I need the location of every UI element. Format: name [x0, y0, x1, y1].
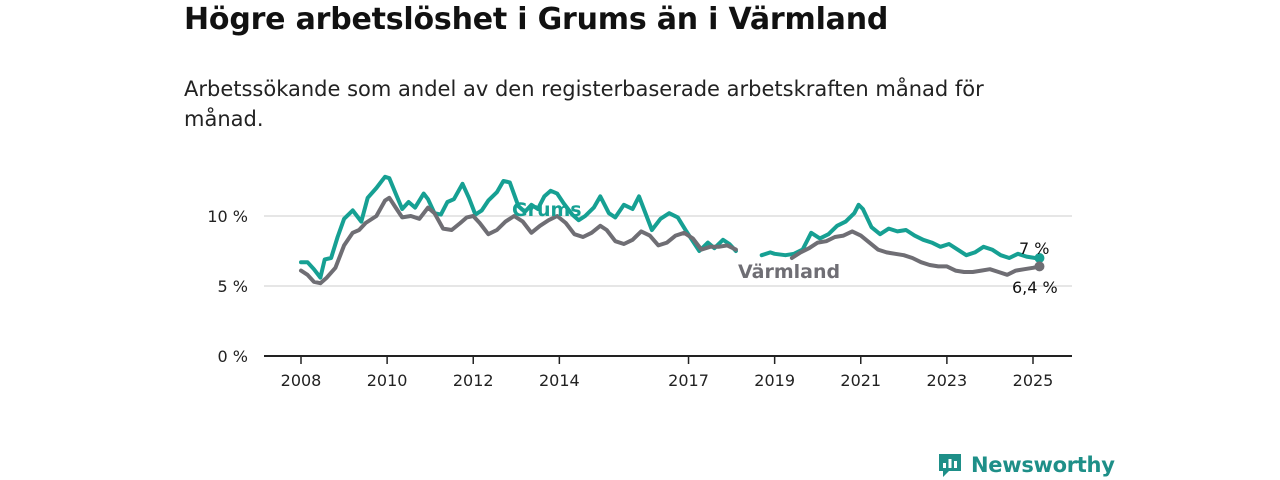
series-line-grums: [759, 202, 1042, 260]
chart-subtitle: Arbetssökande som andel av den registerb…: [184, 77, 984, 131]
chart-title: Högre arbetslöshet i Grums än i Värmland: [184, 2, 889, 37]
x-tick-label: 2010: [367, 371, 408, 390]
brand-name: Newsworthy: [971, 453, 1115, 477]
series-line-grums: [299, 174, 738, 280]
x-tick-label: 2012: [453, 371, 494, 390]
end-point-grums: [1034, 253, 1045, 263]
y-tick-label: 0 %: [218, 347, 248, 366]
series-label-grums: Grums: [512, 199, 582, 221]
x-tick-label: 2019: [754, 371, 795, 390]
series-lines: [299, 174, 1045, 286]
x-tick-label: 2017: [668, 371, 709, 390]
series-line-varmland: [789, 229, 1042, 277]
newsworthy-logo-icon: [939, 454, 961, 477]
x-axis-ticks: 2008 2010 2012 2014 2017 2019 2021 2023 2025: [281, 356, 1054, 390]
y-axis-ticks: 0 % 5 % 10 %: [207, 207, 248, 366]
grid-lines: [264, 215, 1072, 287]
x-tick-label: 2014: [539, 371, 580, 390]
x-tick-label: 2023: [927, 371, 968, 390]
series-line-varmland: [299, 195, 738, 286]
x-tick-label: 2021: [840, 371, 881, 390]
y-tick-label: 5 %: [218, 277, 248, 296]
end-point-varmland: [1034, 261, 1045, 272]
end-label-grums: 7 %: [1019, 239, 1049, 258]
end-label-varmland: 6,4 %: [1012, 278, 1058, 297]
series-label-varmland: Värmland: [738, 261, 840, 283]
x-tick-label: 2008: [281, 371, 322, 390]
y-tick-label: 10 %: [207, 207, 248, 226]
brand-logo[interactable]: Newsworthy: [937, 450, 1115, 480]
x-tick-label: 2025: [1013, 371, 1054, 390]
